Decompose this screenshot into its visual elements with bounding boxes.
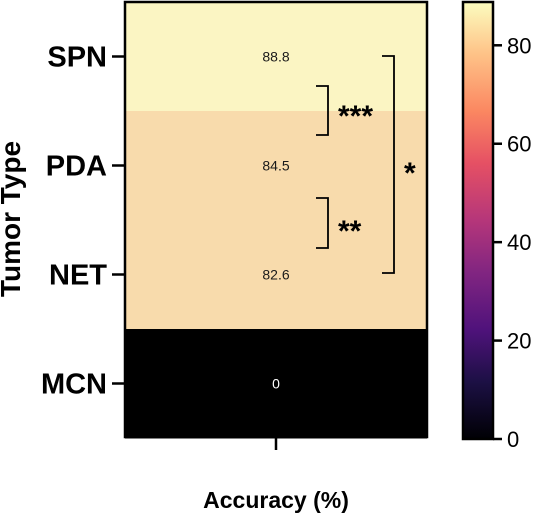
significance-bracket [382,55,395,274]
cell-value-labels: 88.8 84.5 82.6 0 [262,49,289,392]
significance-label: *** [338,100,373,133]
heatmap-cells [125,2,427,439]
significance-label: * [404,157,416,190]
colorbar [461,0,495,441]
y-axis: SPN PDA NET MCN [41,42,125,401]
significance-brackets: ****** [316,55,416,274]
heatmap-cell-net [125,220,427,330]
x-axis-label: Accuracy (%) [203,487,349,513]
heatmap-cell-mcn [125,329,427,439]
colorbar-tick-label: 60 [507,132,531,157]
heatmap-cell-pda [125,111,427,221]
tick-spn-label: SPN [47,42,107,74]
heatmap-cell-spn [125,2,427,112]
colorbar-ticks: 0 20 40 60 80 [493,33,531,452]
significance-bracket [316,85,329,136]
y-axis-label: Tumor Type [0,141,26,297]
tick-pda-label: PDA [46,151,107,183]
colorbar-tick-label: 0 [507,427,519,452]
significance-label: ** [338,215,362,248]
cell-value-label: 84.5 [262,158,289,174]
cell-value-label: 0 [272,376,280,392]
tick-mcn-label: MCN [41,369,107,401]
colorbar-tick-label: 40 [507,230,531,255]
significance-bracket [316,197,329,249]
tick-net-label: NET [49,260,107,292]
cell-value-label: 88.8 [262,49,289,65]
cell-value-label: 82.6 [262,267,289,283]
colorbar-tick-label: 20 [507,329,531,354]
colorbar-tick-label: 80 [507,33,531,58]
